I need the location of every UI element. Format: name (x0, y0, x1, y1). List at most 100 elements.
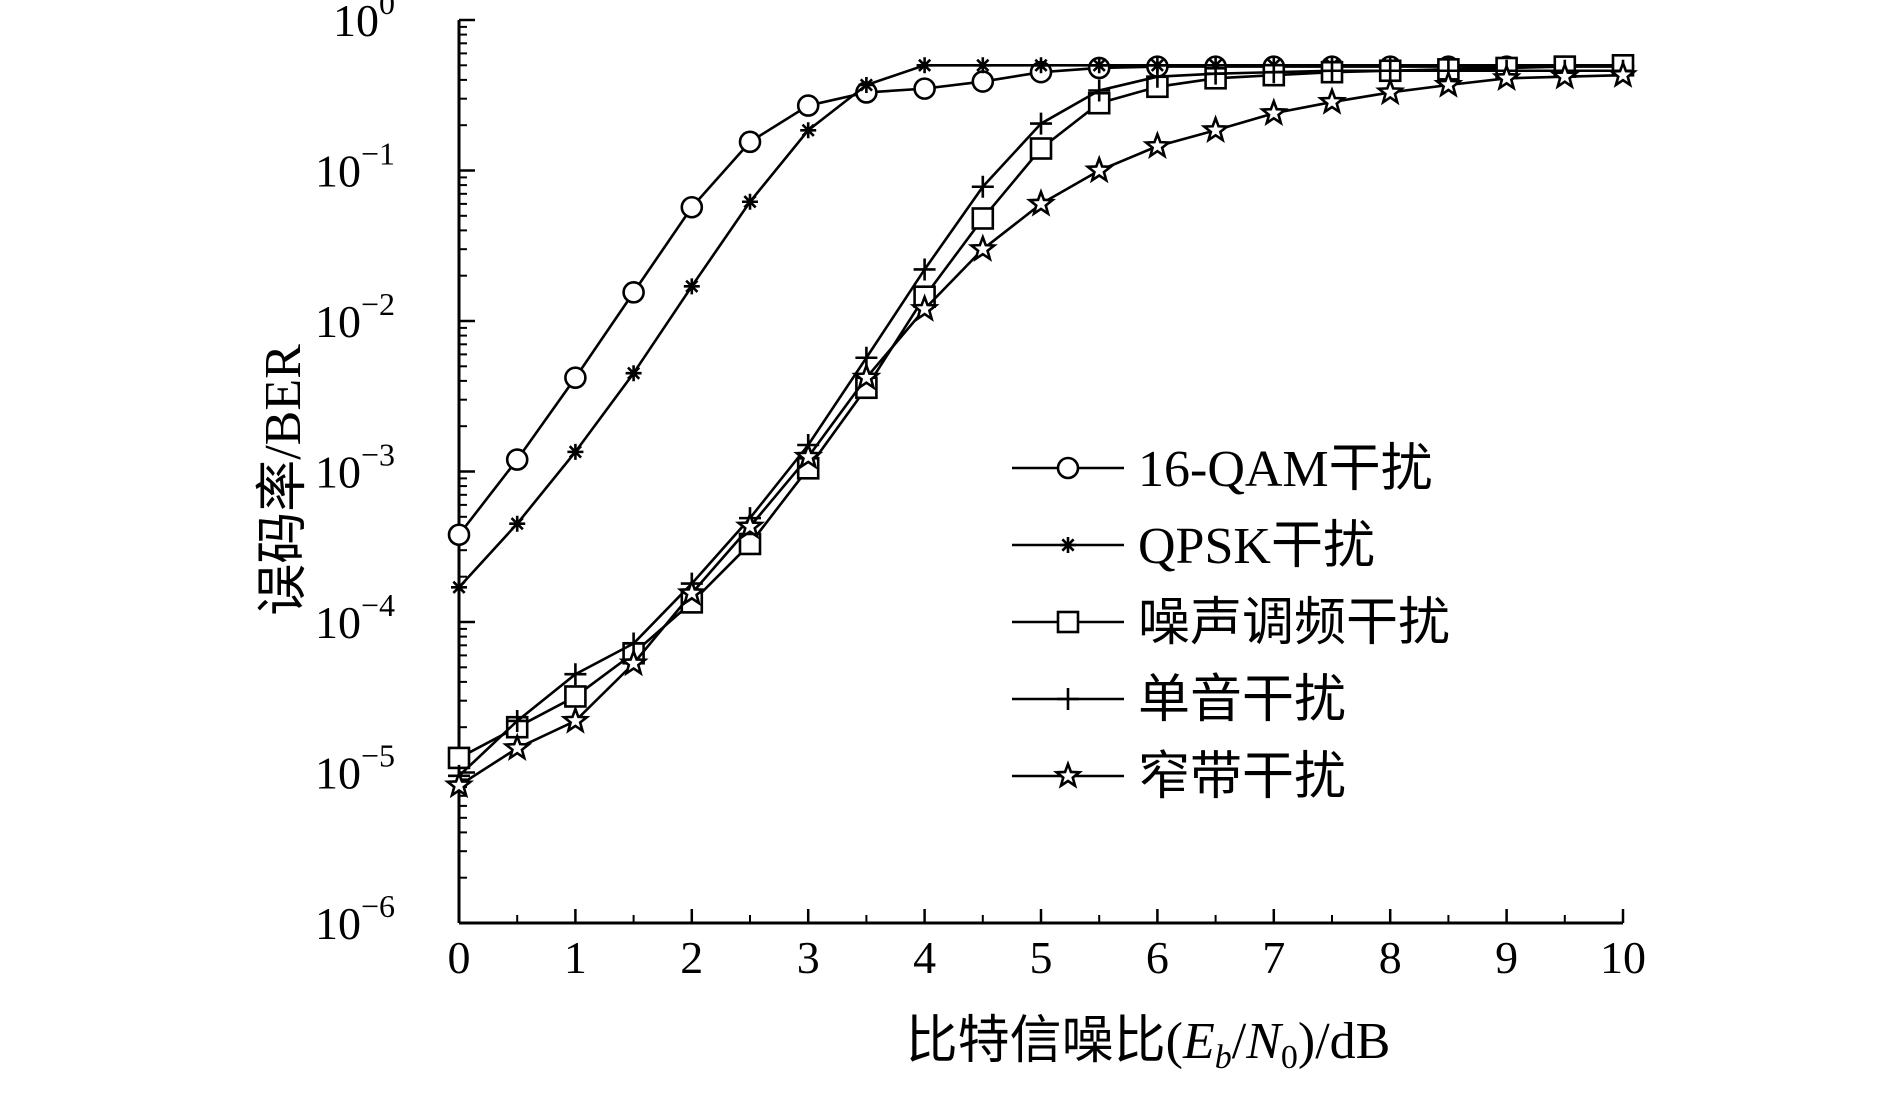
plus-marker (1030, 112, 1052, 135)
x-title-suffix: )/dB (1298, 1013, 1390, 1070)
circle-marker (680, 195, 704, 219)
square-marker (738, 532, 762, 556)
legend-label: 噪声调频干扰 (1138, 595, 1450, 652)
y-tick-label: 10−6 (315, 888, 395, 949)
series-group (444, 54, 1638, 799)
plus-marker (1146, 65, 1169, 88)
asterisk-marker (509, 515, 526, 532)
x-title-n: N (1245, 1013, 1284, 1070)
series-line-plus (458, 69, 1623, 777)
plus-marker (564, 663, 587, 686)
circle-marker (447, 523, 471, 547)
asterisk-marker (1091, 57, 1108, 74)
legend-label: 窄带干扰 (1138, 748, 1346, 806)
x-tick-label: 3 (797, 932, 820, 983)
plus-marker (1057, 688, 1079, 710)
x-axis-title: 比特信噪比(Eb/N0)/dB (906, 1013, 1391, 1076)
y-tick-label: 10−2 (315, 286, 395, 347)
x-tick-label: 2 (680, 932, 703, 983)
x-title-prefix: 比特信噪比( (906, 1013, 1183, 1070)
plus-marker (1088, 79, 1111, 102)
plus-marker (1204, 62, 1227, 85)
circle-marker (913, 77, 936, 100)
asterisk-marker (567, 443, 584, 460)
asterisk-marker (1033, 57, 1049, 74)
star-marker (1026, 188, 1056, 217)
star-marker (1608, 59, 1638, 88)
star-marker (735, 510, 765, 540)
asterisk-marker (974, 57, 991, 74)
asterisk-marker (683, 278, 700, 295)
star-marker (793, 441, 824, 470)
asterisk-marker (625, 365, 642, 382)
legend-item: QPSK干扰 (1012, 518, 1375, 575)
star-marker (1200, 114, 1231, 144)
star-marker (1258, 97, 1289, 127)
legend-label: 16-QAM干扰 (1138, 441, 1433, 498)
star-marker (1491, 62, 1522, 92)
y-tick-label: 10−5 (315, 738, 395, 799)
star-marker (618, 647, 649, 677)
x-tick-label: 4 (913, 932, 936, 983)
legend-label: 单音干扰 (1138, 672, 1346, 729)
star-marker (1549, 60, 1580, 90)
plus-marker (913, 258, 936, 281)
legend-item: 单音干扰 (1012, 672, 1346, 729)
x-title-zero: 0 (1281, 1039, 1298, 1076)
asterisk-marker (451, 579, 467, 596)
star-marker (502, 732, 533, 761)
circle-marker (564, 366, 587, 390)
y-tick-label: 10−3 (315, 437, 395, 498)
x-tick-label: 5 (1030, 932, 1053, 983)
x-tick-label: 1 (564, 932, 587, 983)
star-marker (1433, 69, 1464, 98)
asterisk-marker (800, 122, 817, 139)
square-marker (971, 207, 995, 230)
asterisk-marker (1149, 57, 1166, 74)
x-tick-label: 9 (1495, 932, 1518, 983)
asterisk-marker (916, 57, 933, 74)
x-title-b: b (1215, 1039, 1232, 1076)
circle-marker (738, 130, 762, 154)
plus-marker (971, 175, 994, 198)
plus-marker (506, 709, 529, 732)
star-marker (1053, 760, 1083, 789)
asterisk-marker (858, 76, 875, 93)
star-marker (1142, 130, 1173, 159)
circle-marker (796, 94, 820, 117)
series-plus (448, 59, 1634, 787)
legend-item: 16-QAM干扰 (1012, 441, 1433, 498)
series-star (444, 59, 1638, 799)
y-tick-label: 100 (333, 0, 395, 46)
x-title-slash: / (1232, 1013, 1247, 1070)
star-marker (444, 769, 474, 799)
series-line-star (458, 73, 1624, 787)
star-marker (676, 577, 707, 607)
x-tick-label: 6 (1146, 932, 1169, 983)
star-marker (1084, 154, 1115, 184)
x-tick-label: 7 (1262, 932, 1285, 983)
x-tick-label: 10 (1600, 932, 1646, 983)
star-marker (1317, 86, 1347, 115)
circle-marker (622, 281, 645, 304)
star-marker (967, 233, 998, 262)
asterisk-marker (1060, 537, 1076, 553)
x-title-e: E (1182, 1013, 1215, 1070)
y-axis-title: 误码率/BER (255, 344, 312, 616)
circle-marker (505, 448, 529, 471)
x-tick-label: 8 (1379, 932, 1402, 983)
star-marker (851, 361, 882, 391)
circle-marker (1056, 456, 1080, 480)
plus-marker (1262, 61, 1285, 84)
legend-label: QPSK干扰 (1138, 518, 1375, 575)
y-tick-label: 10−4 (315, 587, 395, 648)
star-marker (560, 705, 591, 734)
y-tick-label: 10−1 (315, 136, 395, 197)
asterisk-marker (742, 193, 758, 210)
legend-item: 噪声调频干扰 (1012, 595, 1450, 652)
square-marker (1029, 137, 1053, 160)
square-marker (564, 685, 587, 708)
square-marker (1056, 610, 1080, 634)
